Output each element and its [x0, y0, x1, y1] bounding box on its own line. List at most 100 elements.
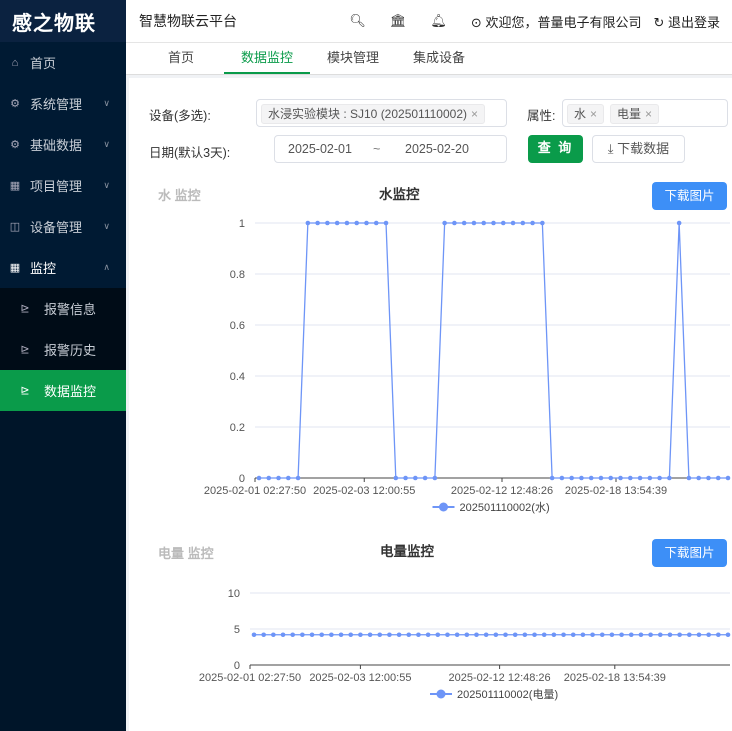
date-label: 日期(默认3天):: [149, 146, 231, 160]
sidebar-item-alarm-info[interactable]: ⊵ 报警信息: [0, 288, 126, 329]
y-tick-label: 0.2: [230, 422, 245, 434]
date-range-picker[interactable]: 2025-02-01 ~ 2025-02-20: [274, 135, 507, 163]
header: 智慧物联云平台 🔍︎ 🏛︎ 🔔︎ ⊙ 欢迎您，普量电子有限公司 ↻ 退出登录: [126, 0, 732, 42]
data-point: [599, 632, 605, 638]
monitor-submenu: ⊵ 报警信息 ⊵ 报警历史 ⊵ 数据监控: [0, 288, 126, 411]
close-icon[interactable]: ×: [645, 107, 653, 121]
sidebar-item-basic-data[interactable]: ⚙ 基础数据 ∨: [0, 124, 126, 165]
data-point: [503, 632, 508, 638]
data-point: [406, 632, 412, 638]
tab-home[interactable]: 首页: [167, 50, 194, 65]
close-icon[interactable]: ×: [590, 107, 598, 121]
sidebar-item-label: 监控: [30, 261, 57, 276]
data-point: [590, 632, 595, 638]
download-image-button[interactable]: 下载图片: [652, 539, 727, 567]
x-tick-label: 2025-02-12 12:48:26: [451, 485, 553, 497]
data-point: [647, 475, 653, 481]
device-tag-label: 水浸实验模块 : SJ10 (202501110002): [268, 107, 467, 121]
logout-icon: ↻: [653, 14, 665, 30]
data-point: [348, 632, 354, 638]
data-point: [725, 475, 731, 481]
main-content: 设备(多选): 水浸实验模块 : SJ10 (202501110002) × 属性…: [129, 78, 732, 731]
date-start[interactable]: 2025-02-01: [288, 142, 352, 156]
x-tick-label: 2025-02-18 13:54:39: [564, 672, 666, 684]
y-tick-label: 0: [239, 473, 245, 485]
sidebar-item-system[interactable]: ⚙ 系统管理 ∨: [0, 83, 126, 124]
sidebar-item-home[interactable]: ⌂ 首页: [0, 42, 126, 83]
data-point: [570, 632, 576, 638]
chart-icon: ⊵: [20, 344, 30, 356]
download-image-button[interactable]: 下载图片: [652, 182, 727, 210]
query-button[interactable]: 查 询: [528, 135, 583, 163]
data-point: [706, 475, 711, 481]
gear-icon: ⚙: [10, 139, 20, 151]
data-point: [510, 220, 516, 226]
data-point: [377, 632, 383, 638]
y-tick-label: 0.8: [230, 269, 245, 281]
data-point: [619, 632, 624, 638]
sidebar-item-device[interactable]: ◫ 设备管理 ∨: [0, 206, 126, 247]
data-point: [344, 220, 350, 226]
data-point: [522, 632, 528, 638]
data-point: [491, 220, 496, 226]
data-point: [627, 475, 633, 481]
data-point: [387, 632, 392, 638]
close-icon[interactable]: ×: [471, 107, 479, 121]
data-point: [579, 475, 584, 481]
data-point: [442, 220, 447, 226]
data-point: [609, 632, 615, 638]
data-point: [687, 632, 692, 638]
data-point: [676, 220, 682, 226]
sidebar-item-data-monitor[interactable]: ⊵ 数据监控: [0, 370, 126, 411]
data-point: [598, 475, 604, 481]
data-point: [483, 632, 489, 638]
tab-integrated-devices[interactable]: 集成设备: [412, 50, 465, 65]
user-welcome[interactable]: ⊙ 欢迎您，普量电子有限公司: [471, 12, 642, 31]
data-point: [266, 475, 272, 481]
tab-data-monitor[interactable]: 数据监控: [224, 43, 310, 74]
device-icon: ◫: [9, 221, 21, 233]
data-point: [520, 220, 526, 226]
attribute-select[interactable]: 水 × 电量 ×: [562, 99, 728, 127]
download-data-button[interactable]: ⤓ 下载数据: [592, 135, 685, 163]
sidebar-item-project[interactable]: ▦ 项目管理 ∨: [0, 165, 126, 206]
data-point: [667, 475, 672, 481]
data-point: [628, 632, 634, 638]
bell-icon[interactable]: 🔔︎: [430, 13, 447, 28]
sidebar-item-monitor[interactable]: ▦ 监控 ∧: [0, 247, 126, 288]
data-point: [315, 220, 320, 226]
data-point: [425, 632, 431, 638]
data-point: [715, 475, 721, 481]
device-select[interactable]: 水浸实验模块 : SJ10 (202501110002) ×: [256, 99, 507, 127]
data-point: [540, 220, 545, 226]
data-point: [305, 220, 311, 226]
chevron-up-icon: ∧: [103, 262, 110, 272]
data-point: [261, 632, 266, 638]
bank-icon[interactable]: 🏛︎: [389, 13, 407, 28]
logout-button[interactable]: ↻ 退出登录: [653, 12, 720, 31]
chevron-down-icon: ∨: [103, 98, 110, 108]
data-point: [474, 632, 479, 638]
chart-icon: ⊵: [20, 385, 30, 397]
date-end[interactable]: 2025-02-20: [405, 142, 469, 156]
y-tick-label: 0.4: [230, 371, 245, 383]
search-icon[interactable]: 🔍︎: [349, 13, 366, 28]
data-point: [464, 632, 470, 638]
download-icon: ⤓: [607, 141, 614, 156]
water-section-label: 水 监控: [158, 188, 201, 203]
y-tick-label: 5: [234, 624, 240, 636]
data-point: [300, 632, 305, 638]
sidebar-item-alarm-history[interactable]: ⊵ 报警历史: [0, 329, 126, 370]
data-point: [549, 475, 555, 481]
data-point: [657, 632, 663, 638]
data-point: [334, 220, 340, 226]
data-point: [657, 475, 662, 481]
data-point: [290, 632, 295, 638]
data-point: [251, 632, 257, 638]
data-point: [561, 632, 566, 638]
data-point: [618, 475, 623, 481]
tab-module-management[interactable]: 模块管理: [326, 50, 379, 65]
x-tick-label: 2025-02-12 12:48:26: [449, 672, 551, 684]
legend-label: 202501110002(水): [460, 501, 550, 514]
data-point: [454, 632, 460, 638]
